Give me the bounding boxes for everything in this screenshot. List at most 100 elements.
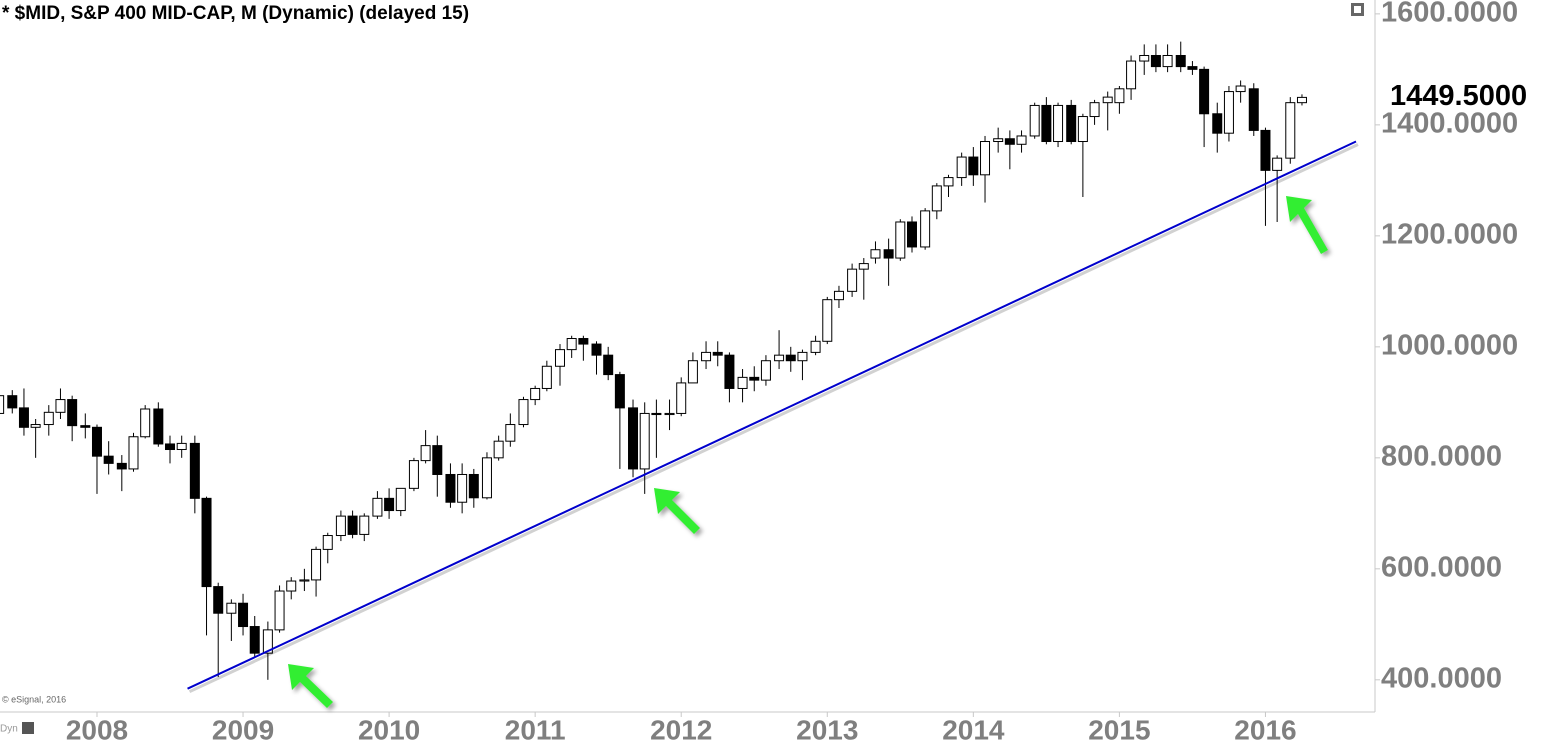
x-tick-label: 2010 bbox=[358, 714, 420, 745]
candle-body bbox=[1260, 129, 1271, 171]
candle-body bbox=[1077, 116, 1088, 143]
candle-body bbox=[372, 497, 383, 517]
candle-body bbox=[1223, 91, 1234, 134]
candle-body bbox=[128, 436, 139, 470]
credit: © eSignal, 2016 bbox=[2, 694, 66, 704]
candle-body bbox=[359, 515, 370, 535]
candle-body bbox=[7, 395, 18, 409]
candle-body bbox=[591, 343, 602, 356]
candle-body bbox=[43, 411, 54, 426]
candle-body bbox=[286, 580, 297, 592]
candle-body bbox=[189, 442, 200, 499]
candle-body bbox=[724, 354, 735, 389]
candle-body bbox=[810, 340, 821, 353]
candle-body bbox=[664, 412, 675, 416]
y-tick-label: 1000.0000 bbox=[1381, 329, 1518, 361]
candle-body bbox=[30, 424, 41, 428]
arrow bbox=[288, 664, 333, 708]
candle-body bbox=[883, 249, 894, 259]
candle-body bbox=[993, 138, 1004, 143]
x-tick-label: 2011 bbox=[505, 714, 566, 745]
candle-body bbox=[931, 185, 942, 212]
candle-body bbox=[457, 473, 468, 503]
candle-body bbox=[420, 445, 431, 462]
y-tick-label: 1600.0000 bbox=[1381, 0, 1518, 29]
candle-body bbox=[530, 387, 541, 401]
y-tick-label: 1200.0000 bbox=[1381, 219, 1518, 251]
x-tick-label: 2016 bbox=[1234, 714, 1296, 745]
candle-body bbox=[1102, 96, 1113, 104]
y-tick-label: 400.0000 bbox=[1381, 662, 1502, 694]
candle-body bbox=[213, 586, 224, 614]
y-tick-label: 1400.0000 bbox=[1381, 108, 1518, 140]
trendline-shadow bbox=[188, 143, 1359, 694]
x-tick-label: 2013 bbox=[796, 714, 858, 745]
candle-body bbox=[249, 626, 260, 654]
candle-body bbox=[311, 548, 322, 581]
candle-body bbox=[639, 412, 650, 470]
candle-body bbox=[737, 376, 748, 389]
candle-body bbox=[153, 408, 164, 445]
trendline bbox=[187, 140, 1357, 690]
candle-body bbox=[201, 497, 212, 588]
candle-body bbox=[384, 497, 395, 512]
candle-body bbox=[1162, 54, 1173, 68]
candle-body bbox=[1004, 138, 1015, 145]
candle-body bbox=[1041, 104, 1052, 143]
candle-body bbox=[785, 354, 796, 362]
corner-label: Dyn bbox=[0, 724, 18, 735]
y-tick-label: 800.0000 bbox=[1381, 440, 1502, 472]
candle-body bbox=[80, 425, 91, 428]
x-tick-label: 2009 bbox=[212, 714, 274, 745]
candle-body bbox=[1248, 88, 1259, 131]
candle-body bbox=[226, 602, 237, 614]
candle-body bbox=[468, 473, 479, 499]
candle-body bbox=[822, 299, 833, 342]
candle-body bbox=[1296, 96, 1307, 104]
x-tick-label: 2014 bbox=[942, 714, 1005, 745]
candle-body bbox=[847, 268, 858, 292]
candle-body bbox=[858, 263, 869, 270]
candle-body bbox=[956, 156, 967, 179]
candle-body bbox=[760, 360, 771, 381]
candle-body bbox=[445, 473, 456, 503]
candle-body bbox=[541, 365, 552, 389]
candle-body bbox=[687, 360, 698, 384]
candle-body bbox=[968, 156, 979, 176]
candle-body bbox=[1150, 54, 1161, 68]
corner-icon[interactable] bbox=[22, 722, 34, 734]
candle-body bbox=[103, 455, 114, 464]
candle-body bbox=[1029, 104, 1040, 137]
candle-body bbox=[165, 443, 176, 451]
candle-body bbox=[712, 351, 723, 356]
candle-body bbox=[1272, 157, 1283, 171]
chart-title: * $MID, S&P 400 MID-CAP, M (Dynamic) (de… bbox=[2, 3, 469, 24]
candle-body bbox=[1285, 102, 1296, 159]
candle-body bbox=[481, 457, 492, 499]
candle-body bbox=[566, 338, 577, 351]
candle-body bbox=[395, 487, 406, 512]
candle-body bbox=[262, 629, 273, 654]
plot bbox=[0, 41, 1359, 694]
candle-body bbox=[1053, 104, 1064, 143]
candle-body bbox=[518, 399, 529, 426]
candle-body bbox=[347, 515, 358, 535]
arrow bbox=[1286, 196, 1328, 254]
candle-body bbox=[554, 349, 565, 367]
candle-body bbox=[1114, 88, 1125, 104]
candle-body bbox=[55, 399, 66, 413]
candle-body bbox=[140, 408, 151, 438]
x-tick-label: 2008 bbox=[66, 714, 128, 745]
candle-body bbox=[906, 221, 917, 248]
candle-body bbox=[578, 338, 589, 345]
candle-body bbox=[870, 249, 881, 259]
candle-body bbox=[493, 440, 504, 459]
candle-body bbox=[1139, 54, 1150, 62]
candle-body bbox=[408, 460, 419, 489]
candle-body bbox=[628, 407, 639, 470]
candle-body bbox=[701, 351, 712, 362]
candle-body bbox=[322, 535, 333, 550]
candle-body bbox=[749, 376, 760, 381]
